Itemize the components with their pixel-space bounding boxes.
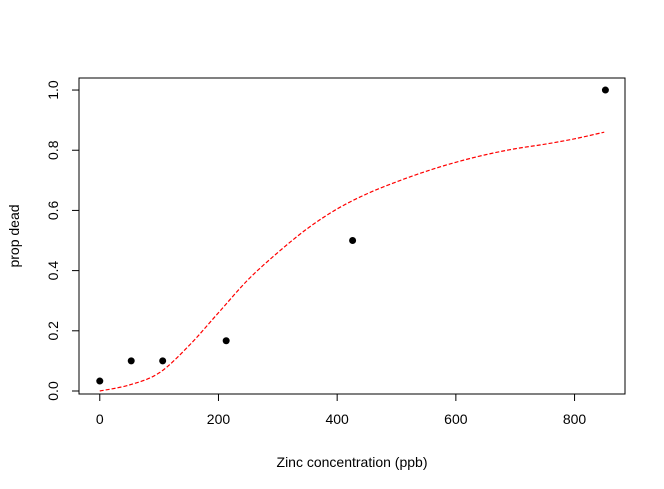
data-point xyxy=(96,377,104,385)
y-axis-title: prop dead xyxy=(6,204,22,267)
y-axis: 0.0 0.2 0.4 0.6 0.8 1.0 xyxy=(45,80,79,401)
fit-curve xyxy=(99,131,605,392)
x-axis: 0 200 400 600 800 xyxy=(96,394,587,427)
x-tick-label: 400 xyxy=(325,411,349,427)
y-tick-label: 0.2 xyxy=(45,321,61,341)
data-point xyxy=(127,357,135,365)
y-tick-label: 0.6 xyxy=(45,200,61,220)
x-tick-label: 200 xyxy=(207,411,231,427)
data-point xyxy=(159,357,167,365)
x-axis-title: Zinc concentration (ppb) xyxy=(277,454,428,470)
x-tick-label: 600 xyxy=(444,411,468,427)
data-point xyxy=(222,337,230,345)
data-point xyxy=(601,86,609,94)
plot-frame xyxy=(78,77,626,395)
y-tick-label: 0.8 xyxy=(45,140,61,160)
x-tick-label: 0 xyxy=(96,411,104,427)
y-tick-label: 1.0 xyxy=(45,80,61,100)
y-tick-label: 0.4 xyxy=(45,261,61,281)
data-points xyxy=(96,86,609,385)
y-tick-label: 0.0 xyxy=(45,381,61,401)
data-point xyxy=(349,237,357,245)
x-tick-label: 800 xyxy=(563,411,587,427)
